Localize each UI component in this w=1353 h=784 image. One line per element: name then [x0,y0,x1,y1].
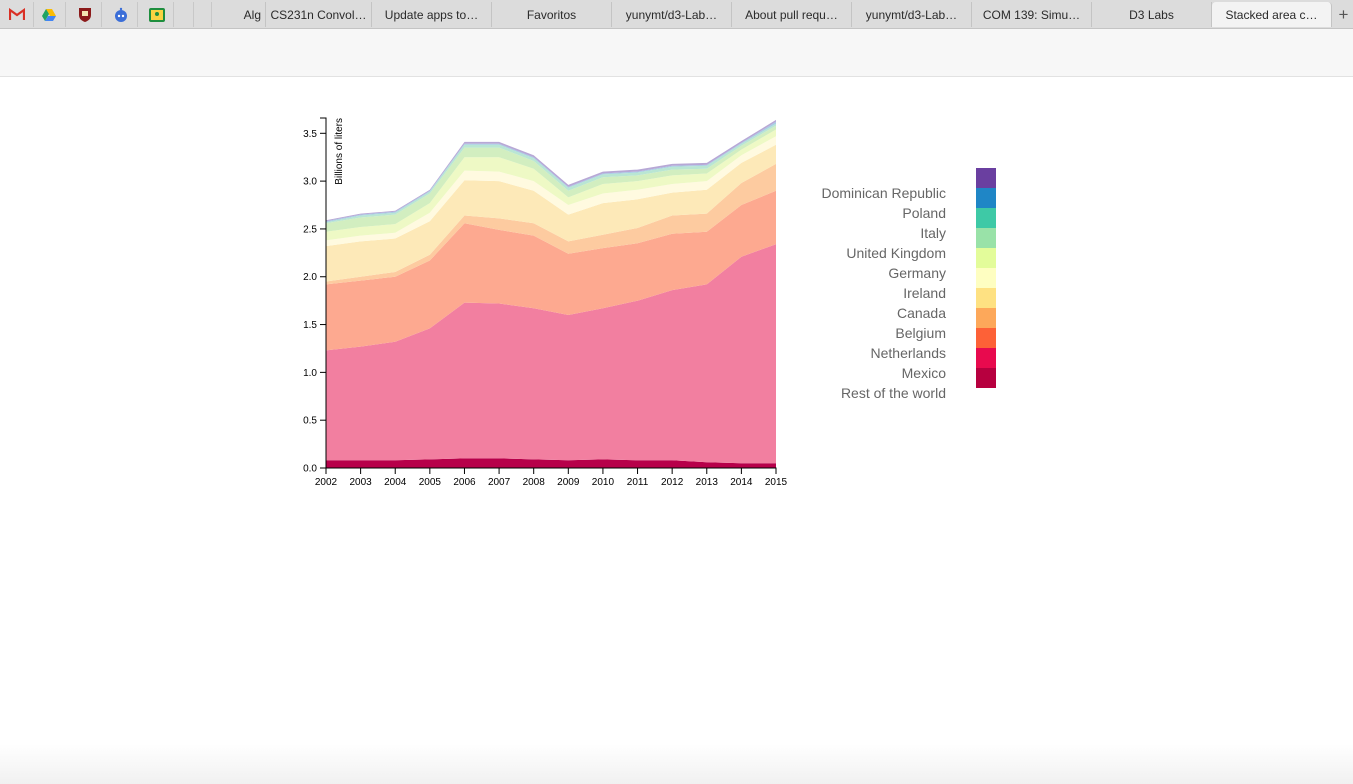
legend-label: Rest of the world [841,385,946,401]
x-tick-label: 2012 [661,477,684,488]
legend-label: Poland [902,205,946,221]
y-axis-label: Billions of liters [334,118,345,185]
legend: Dominican Republic Poland Italy United King… [821,168,996,401]
area-mexico [326,244,776,464]
x-tick-label: 2014 [730,477,753,488]
legend-label: Dominican Republic [821,185,946,201]
browser-tab[interactable]: Update apps to… [372,2,492,27]
y-tick-label: 1.5 [303,320,317,331]
area-canada [326,144,776,282]
legend-swatch [976,308,996,328]
area-dominican-republic [326,119,776,222]
page-bottom-edge [0,744,1353,784]
x-axis: 2002 2003 2004 2005 2006 2007 2008 2009 2010 2011… [315,467,788,488]
x-tick-label: 2011 [627,477,649,488]
x-tick-label: 2006 [453,477,476,488]
area-layers [326,119,776,468]
browser-tab[interactable]: Favoritos [492,2,612,27]
legend-swatch [976,348,996,368]
y-tick-label: 3.0 [303,177,317,188]
legend-swatch [976,188,996,208]
x-tick-label: 2004 [384,477,407,488]
google-drive-icon [41,8,57,22]
browser-tab-bar: Alg CS231n Convol… Update apps to… Favorito… [0,0,1353,29]
pinned-tab-gmail[interactable] [0,2,34,27]
area-united-kingdom [326,125,776,232]
x-tick-label: 2010 [592,477,615,488]
x-tick-label: 2005 [419,477,442,488]
browser-tab[interactable]: yunymt/d3-Lab… [852,2,972,27]
browser-tab[interactable]: yunymt/d3-Lab… [612,2,732,27]
x-tick-label: 2003 [349,477,372,488]
tab-separator [194,2,212,27]
pinned-tab-google-drive[interactable] [32,2,66,27]
legend-label: Canada [897,305,946,321]
y-tick-label: 1.0 [303,368,317,379]
legend-label: United Kingdom [846,245,946,261]
x-tick-label: 2013 [696,477,719,488]
legend-label: Ireland [903,285,946,301]
y-tick-label: 0.0 [303,464,317,475]
legend-swatch [976,368,996,388]
y-axis-line [320,117,327,469]
new-tab-button[interactable]: + [1338,4,1349,24]
gmail-icon [8,8,25,21]
pinned-tab-reddit-alien[interactable] [104,2,138,27]
x-tick-label: 2009 [557,477,580,488]
area-netherlands [326,190,776,351]
shield-crest-icon [78,7,92,23]
legend-label: Netherlands [871,345,947,361]
classroom-icon [148,7,165,22]
legend-swatch [976,328,996,348]
legend-swatch [976,268,996,288]
legend-swatch [976,288,996,308]
legend-swatch [976,208,996,228]
legend-label: Belgium [895,325,946,341]
browser-tab[interactable]: CS231n Convol… [266,2,372,27]
reddit-alien-icon [113,7,129,23]
x-tick-label: 2007 [488,477,511,488]
pinned-tab-classroom[interactable] [140,2,174,27]
y-tick-label: 2.5 [303,224,317,235]
y-tick-label: 2.0 [303,272,317,283]
browser-tab[interactable]: COM 139: Simu… [972,2,1092,27]
browser-tab[interactable]: About pull requ… [732,2,852,27]
legend-swatch [976,168,996,188]
x-tick-label: 2008 [523,477,546,488]
y-tick-label: 3.5 [303,129,317,140]
area-belgium [326,163,776,285]
legend-label: Germany [888,265,946,281]
area-rest-of-the-world [326,458,776,468]
browser-tab[interactable]: D3 Labs [1092,2,1212,27]
y-axis: 0.0 0.5 1.0 1.5 2.0 2.5 3.0 3.5 [303,117,327,475]
legend-swatch [976,248,996,268]
browser-tab[interactable]: Alg [220,2,266,27]
legend-swatch [976,228,996,248]
x-tick-label: 2015 [765,477,788,488]
legend-label: Italy [920,225,946,241]
x-tick-label: 2002 [315,477,338,488]
area-germany [326,129,776,241]
area-italy [326,123,776,224]
browser-tab[interactable]: Stacked area c… [1212,2,1332,27]
area-ireland [326,136,776,247]
browser-toolbar [0,29,1353,77]
pinned-tab-shield-crest[interactable] [68,2,102,27]
x-axis-line [325,467,777,474]
y-tick-label: 0.5 [303,416,317,427]
legend-label: Mexico [902,365,947,381]
tab-separator [176,2,194,27]
